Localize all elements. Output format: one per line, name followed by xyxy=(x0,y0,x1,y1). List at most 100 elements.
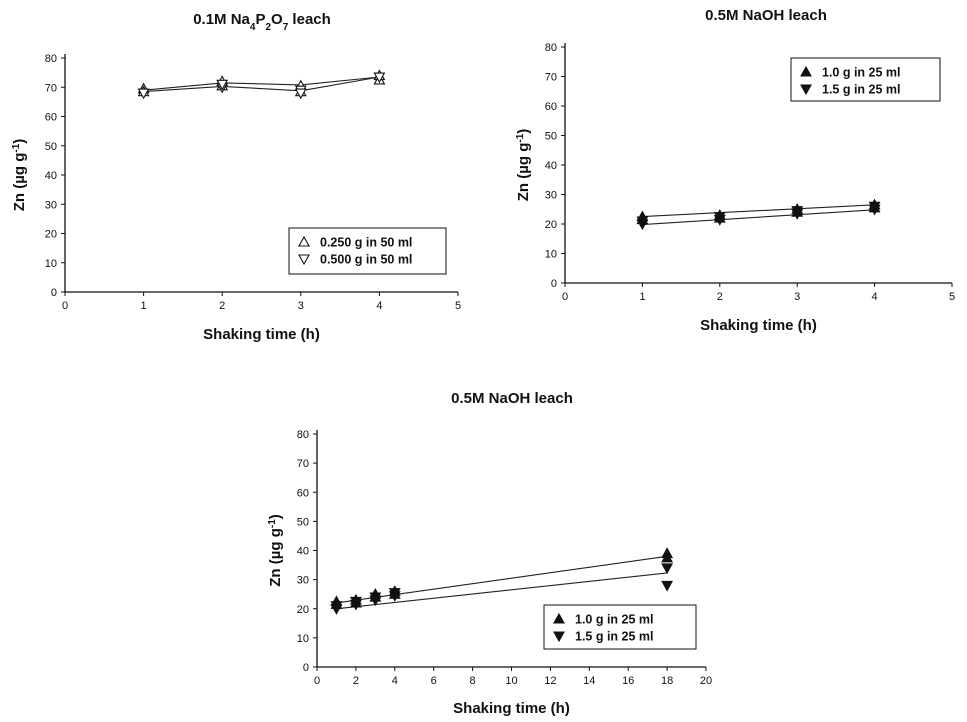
data-point-series-2 xyxy=(388,588,401,599)
x-axis-label: Shaking time (h) xyxy=(203,326,320,343)
y-tick-label: 10 xyxy=(45,258,57,270)
y-tick-label: 70 xyxy=(45,82,57,94)
y-axis-label: Zn (µg g-1) xyxy=(11,139,29,212)
y-tick-label: 80 xyxy=(545,42,557,54)
legend-label: 1.0 g in 25 ml xyxy=(822,66,901,80)
legend-marker xyxy=(800,65,812,77)
y-axis-label-part: Zn (µg g xyxy=(515,143,532,202)
y-tick-label: 70 xyxy=(297,458,309,470)
y-tick-label: 30 xyxy=(545,190,557,202)
y-tick-label: 50 xyxy=(297,516,309,528)
chart-p3: 0.5M NaOH leach 0 10 20 30 40 50 60 70 80 0 2 4 6 8 10 1… xyxy=(267,390,713,717)
legend-label: 1.5 g in 25 ml xyxy=(575,630,654,644)
chart-title-part: 2 xyxy=(265,22,271,33)
x-tick-label: 2 xyxy=(717,291,723,303)
x-tick-label: 5 xyxy=(949,291,955,303)
series-line-1 xyxy=(336,555,668,604)
legend-box xyxy=(288,227,447,275)
legend: 1.0 g in 25 ml 1.5 g in 25 ml xyxy=(543,604,697,650)
chart-title-part: O xyxy=(271,11,283,28)
chart-title-part: 7 xyxy=(283,22,289,33)
y-tick-label: 20 xyxy=(545,219,557,231)
x-tick-label: 5 xyxy=(455,300,461,312)
y-tick-label: 80 xyxy=(297,429,309,441)
data-point-series-2 xyxy=(713,212,726,223)
data-point-series-2 xyxy=(636,216,649,228)
data-point-series-2 xyxy=(294,88,307,100)
legend: 0.250 g in 50 ml 0.500 g in 50 ml xyxy=(288,227,447,275)
legend-label: 1.0 g in 25 ml xyxy=(575,613,654,627)
chart-title-part: 4 xyxy=(250,22,256,33)
x-axis-label: Shaking time (h) xyxy=(453,700,570,717)
y-tick-label: 70 xyxy=(545,72,557,84)
data-point-series-2 xyxy=(661,580,674,592)
y-tick-label: 80 xyxy=(45,53,57,65)
y-tick-label: 50 xyxy=(45,141,57,153)
series-line-1 xyxy=(642,204,875,218)
chart-title-part: P xyxy=(255,11,265,28)
x-tick-label: 10 xyxy=(505,675,517,687)
series-line-1 xyxy=(143,76,380,91)
y-axis-label-part: Zn (µg g xyxy=(11,153,28,212)
x-tick-label: 0 xyxy=(562,291,568,303)
data-point-series-2 xyxy=(661,563,674,575)
y-tick-label: 60 xyxy=(45,112,57,124)
x-tick-label: 3 xyxy=(794,291,800,303)
x-tick-label: 0 xyxy=(62,300,68,312)
y-tick-label: 30 xyxy=(45,199,57,211)
x-tick-label: 16 xyxy=(622,675,634,687)
y-tick-label: 0 xyxy=(51,287,57,299)
data-point-series-1 xyxy=(661,551,674,563)
y-tick-label: 0 xyxy=(303,662,309,674)
legend-marker xyxy=(298,235,310,247)
y-tick-label: 40 xyxy=(45,170,57,182)
chart-title-part: 0.5M NaOH leach xyxy=(451,390,573,407)
data-point-series-2 xyxy=(373,72,386,84)
y-axis-label: Zn (µg g-1) xyxy=(515,129,533,202)
legend-label: 1.5 g in 25 ml xyxy=(822,83,901,97)
chart-p2: 0.5M NaOH leach 0 10 20 30 40 50 60 70 80 0 1 2 3 4 5 Sh… xyxy=(515,7,956,334)
y-tick-label: 30 xyxy=(297,575,309,587)
legend-box xyxy=(790,57,941,102)
x-tick-label: 2 xyxy=(219,300,225,312)
chart-title: 0.5M NaOH leach xyxy=(705,7,827,24)
y-axis-label-part: -1 xyxy=(267,519,278,528)
y-tick-label: 60 xyxy=(297,487,309,499)
legend-marker xyxy=(553,631,565,643)
series-line-2 xyxy=(336,572,668,610)
legend-marker xyxy=(298,254,310,266)
data-point-series-2 xyxy=(369,592,382,604)
series-line-2 xyxy=(642,209,875,226)
y-tick-label: 0 xyxy=(551,278,557,290)
x-tick-label: 4 xyxy=(392,675,398,687)
x-tick-label: 0 xyxy=(314,675,320,687)
x-tick-label: 14 xyxy=(583,675,595,687)
data-point-series-2 xyxy=(868,201,881,213)
y-axis-label: Zn (µg g-1) xyxy=(267,514,285,587)
y-tick-label: 40 xyxy=(297,546,309,558)
y-tick-label: 10 xyxy=(545,249,557,261)
x-tick-label: 4 xyxy=(872,291,878,303)
y-axis-label-part: -1 xyxy=(515,133,526,142)
x-tick-label: 18 xyxy=(661,675,673,687)
y-axis-label-part: ) xyxy=(515,129,532,134)
legend-label: 0.250 g in 50 ml xyxy=(320,236,412,250)
legend: 1.0 g in 25 ml 1.5 g in 25 ml xyxy=(790,57,941,102)
y-tick-label: 50 xyxy=(545,131,557,143)
x-tick-label: 1 xyxy=(141,300,147,312)
chart-title-part: 0.5M NaOH leach xyxy=(705,7,827,24)
y-axis-label-part: ) xyxy=(11,139,28,144)
y-axis-label-part: Zn (µg g xyxy=(267,528,284,587)
x-tick-label: 3 xyxy=(298,300,304,312)
y-axis-label-part: -1 xyxy=(11,143,22,152)
x-tick-label: 6 xyxy=(431,675,437,687)
chart-title-part: 0.1M Na xyxy=(193,11,250,28)
legend-marker xyxy=(800,84,812,96)
data-point-series-2 xyxy=(349,596,362,608)
series-line-2 xyxy=(143,76,380,93)
data-point-series-2 xyxy=(791,206,804,217)
legend-box xyxy=(543,604,697,650)
chart-title: 0.1M Na4P2O7 leach xyxy=(193,11,331,33)
chart-title: 0.5M NaOH leach xyxy=(451,390,573,407)
